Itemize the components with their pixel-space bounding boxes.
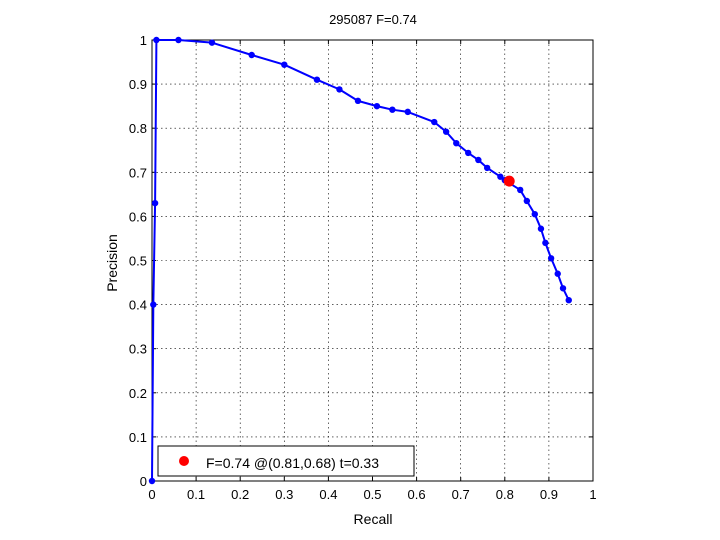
pr-curve-point bbox=[153, 36, 160, 44]
pr-curve-point bbox=[531, 210, 538, 218]
pr-curve-point bbox=[431, 118, 438, 126]
pr-curve-point bbox=[475, 156, 482, 164]
y-tick-label: 0.3 bbox=[129, 342, 147, 357]
legend-text: F=0.74 @(0.81,0.68) t=0.33 bbox=[206, 455, 379, 471]
y-tick-label: 0.8 bbox=[129, 121, 147, 136]
y-tick-label: 0.6 bbox=[129, 209, 147, 224]
y-tick-label: 0.7 bbox=[129, 165, 147, 180]
pr-curve-point bbox=[373, 102, 381, 110]
x-tick-label: 0.9 bbox=[540, 487, 558, 502]
pr-curve-point bbox=[559, 285, 567, 292]
pr-curve-point bbox=[442, 128, 450, 135]
pr-curve-point bbox=[313, 76, 321, 83]
y-tick-label: 0 bbox=[140, 474, 147, 489]
pr-curve-point bbox=[547, 255, 555, 262]
x-axis-label: Recall bbox=[354, 511, 393, 527]
pr-curve-point bbox=[565, 296, 572, 304]
x-tick-label: 0.5 bbox=[363, 487, 381, 502]
pr-curve-point bbox=[175, 36, 182, 44]
pr-curve-point bbox=[554, 270, 561, 277]
x-tick-label: 1 bbox=[589, 487, 596, 502]
legend-marker bbox=[179, 456, 189, 466]
pr-curve-point bbox=[208, 39, 216, 46]
y-tick-label: 0.2 bbox=[129, 386, 147, 401]
pr-curve-point bbox=[150, 301, 157, 308]
pr-curve-point bbox=[542, 239, 549, 247]
pr-curve-point bbox=[389, 106, 396, 113]
pr-curve-point bbox=[517, 186, 524, 194]
axis-ticks: 0 0.1 0.2 0.3 0.4 0.5 0.6 0.7 0.8 0.9 1 0 0.1 0.2 0.3 0… bbox=[129, 33, 597, 502]
grid-lines bbox=[152, 40, 593, 481]
x-tick-label: 0.1 bbox=[187, 487, 205, 502]
pr-curve-point bbox=[151, 199, 159, 207]
pr-curve-point bbox=[537, 225, 545, 232]
chart-title: 295087 F=0.74 bbox=[329, 12, 417, 27]
y-tick-label: 0.4 bbox=[129, 298, 147, 313]
pr-curve-point bbox=[281, 61, 288, 68]
y-tick-label: 0.5 bbox=[129, 254, 147, 269]
x-tick-label: 0.8 bbox=[496, 487, 514, 502]
y-tick-label: 0.9 bbox=[129, 77, 147, 92]
pr-curve-point bbox=[248, 51, 255, 59]
pr-curve-point bbox=[497, 173, 504, 180]
y-axis-label: Precision bbox=[104, 234, 120, 292]
y-tick-label: 1 bbox=[140, 33, 147, 48]
series-layer bbox=[148, 36, 572, 485]
x-tick-label: 0.2 bbox=[231, 487, 249, 502]
pr-curve-point bbox=[354, 97, 362, 105]
pr-curve-point bbox=[464, 149, 472, 157]
x-tick-label: 0.3 bbox=[275, 487, 293, 502]
legend-box bbox=[157, 445, 415, 477]
x-tick-label: 0.6 bbox=[408, 487, 426, 502]
pr-curve-point bbox=[523, 197, 531, 205]
legend: F=0.74 @(0.81,0.68) t=0.33 bbox=[157, 445, 415, 477]
x-tick-label: 0 bbox=[148, 487, 155, 502]
y-tick-label: 0.1 bbox=[129, 430, 147, 445]
pr-curve-point bbox=[483, 164, 491, 172]
x-tick-label: 0.4 bbox=[319, 487, 337, 502]
pr-curve-point bbox=[148, 477, 156, 485]
best-f-point bbox=[503, 175, 515, 187]
pr-curve-point bbox=[404, 108, 411, 116]
pr-curve-point bbox=[453, 139, 460, 147]
best-point-layer bbox=[503, 175, 515, 187]
x-tick-label: 0.7 bbox=[452, 487, 470, 502]
pr-curve-point bbox=[336, 86, 343, 93]
